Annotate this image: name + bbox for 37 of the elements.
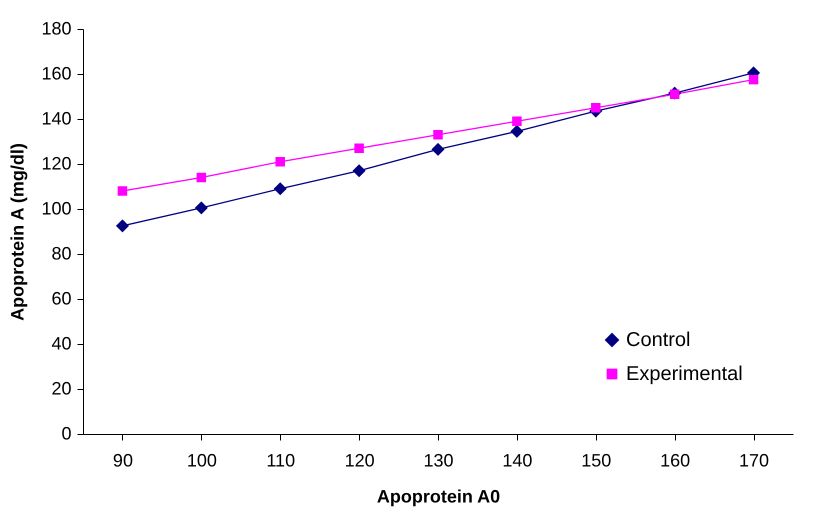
x-tick-label: 150 xyxy=(581,450,612,470)
point xyxy=(275,157,285,166)
y-tick-label: 0 xyxy=(61,424,72,444)
x-tick-label: 130 xyxy=(423,450,454,470)
y-axis-title: Apoprotein A (mg/dl) xyxy=(7,143,28,321)
legend-label: Control xyxy=(626,329,690,351)
x-tick-label: 170 xyxy=(739,450,770,470)
y-tick-label: 160 xyxy=(41,64,72,84)
x-tick-label: 100 xyxy=(186,450,217,470)
y-tick-label: 120 xyxy=(41,154,72,174)
point xyxy=(354,144,364,153)
x-axis-title: Apoprotein A0 xyxy=(376,486,500,506)
y-tick-label: 100 xyxy=(41,198,72,218)
point xyxy=(512,116,522,126)
x-tick-label: 120 xyxy=(344,450,375,470)
point xyxy=(274,182,287,196)
x-tick-label: 160 xyxy=(660,450,690,470)
x-tick-label: 140 xyxy=(502,450,532,470)
point xyxy=(118,186,128,196)
point xyxy=(116,219,129,232)
x-tick-label: 90 xyxy=(112,450,133,470)
y-tick-label: 80 xyxy=(51,244,72,264)
y-tick-label: 40 xyxy=(51,334,72,354)
point xyxy=(510,124,524,138)
point xyxy=(591,103,601,112)
point xyxy=(748,74,758,84)
x-tick-label: 110 xyxy=(266,450,296,470)
y-tick-label: 20 xyxy=(51,378,72,398)
y-tick-label: 140 xyxy=(41,108,72,128)
point xyxy=(431,142,445,156)
point xyxy=(196,172,206,182)
point xyxy=(433,130,443,140)
point xyxy=(194,201,208,214)
y-tick-label: 60 xyxy=(51,288,72,308)
y-tick-label: 180 xyxy=(41,18,72,38)
point xyxy=(352,164,366,178)
legend-label: Experimental xyxy=(626,363,743,385)
